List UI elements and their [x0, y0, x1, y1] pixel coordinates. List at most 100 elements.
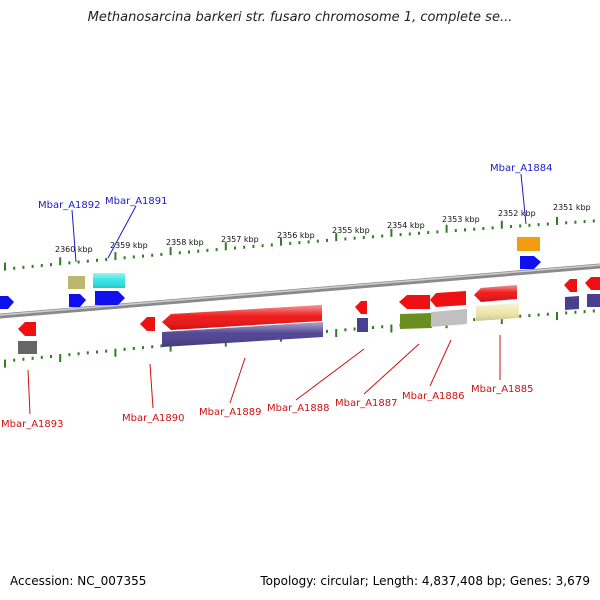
- ruler-tick: [86, 351, 89, 355]
- ruler-tick: [68, 261, 71, 265]
- ruler-tick: [96, 350, 98, 354]
- gene-arrow-gray[interactable]: [18, 341, 37, 354]
- ruler-tick: [344, 237, 347, 241]
- ruler-tick: [353, 236, 356, 240]
- ruler-tick: [31, 356, 34, 360]
- gene-arrow-a1884[interactable]: [517, 237, 540, 251]
- gene-arrow-navy-edge-a[interactable]: [565, 296, 579, 310]
- ruler-tick: [13, 358, 16, 362]
- gene-arrow-a1887-olive[interactable]: [400, 313, 432, 329]
- leader-line-a1889: [229, 357, 246, 404]
- gene-label-a1884[interactable]: Mbar_A1884: [490, 163, 553, 174]
- kbp-label-2354: 2354 kbp: [387, 221, 425, 230]
- ruler-tick: [500, 220, 503, 229]
- ruler-tick: [408, 232, 411, 236]
- ruler-tick: [335, 233, 338, 242]
- ruler-tick: [473, 227, 476, 231]
- ruler-tick: [114, 252, 117, 261]
- ruler-tick: [4, 262, 6, 271]
- ruler-tick: [353, 327, 356, 331]
- gene-label-a1889[interactable]: Mbar_A1889: [199, 407, 262, 418]
- ruler-tick: [445, 224, 448, 233]
- gene-arrow-a1891[interactable]: [93, 273, 125, 288]
- ruler-tick: [335, 329, 338, 338]
- gene-label-a1893[interactable]: Mbar_A1893: [1, 419, 64, 430]
- gene-label-a1891[interactable]: Mbar_A1891: [105, 196, 168, 207]
- topology-summary: Topology: circular; Length: 4,837,408 bp…: [260, 574, 590, 588]
- gene-arrow-a1886-red[interactable]: [430, 291, 466, 307]
- gene-label-a1886[interactable]: Mbar_A1886: [402, 391, 465, 402]
- gene-label-a1890[interactable]: Mbar_A1890: [122, 413, 185, 424]
- ruler-tick: [316, 239, 319, 243]
- ruler-tick: [427, 231, 430, 235]
- map-title: Methanosarcina barkeri str. fusaro chrom…: [87, 10, 513, 25]
- ruler-tick: [188, 250, 190, 254]
- ruler-tick: [59, 354, 62, 363]
- gene-arrow-a1887-red[interactable]: [399, 295, 430, 309]
- gene-arrow-blue-a[interactable]: [69, 294, 86, 307]
- ruler-tick: [59, 257, 62, 266]
- leader-line-a1893: [27, 369, 31, 415]
- ruler-tick: [151, 345, 154, 349]
- ruler-tick: [280, 237, 282, 246]
- ruler-tick: [528, 223, 531, 227]
- ruler-tick: [234, 246, 236, 250]
- ruler-tick: [546, 312, 549, 316]
- gene-arrow-a1888[interactable]: [355, 301, 367, 314]
- ruler-tick: [583, 220, 586, 224]
- gene-arrow-a1885-red[interactable]: [474, 285, 517, 302]
- ruler-tick: [326, 329, 328, 333]
- ruler-tick: [390, 228, 393, 237]
- accession-text: Accession: NC_007355: [10, 574, 147, 588]
- ruler-tick: [132, 346, 135, 350]
- ruler-tick: [22, 357, 25, 361]
- gene-arrow-navy-edge-b[interactable]: [587, 294, 600, 307]
- ruler-tick: [592, 219, 595, 223]
- ruler-tick: [105, 349, 108, 353]
- ruler-tick: [206, 248, 209, 252]
- kbp-label-2360: 2360 kbp: [55, 245, 93, 254]
- gene-arrow-a1888-navy[interactable]: [357, 318, 368, 332]
- ruler-tick: [252, 244, 255, 248]
- gene-arrow-a1893[interactable]: [18, 322, 36, 336]
- ruler-tick: [537, 313, 540, 317]
- gene-arrow-a1886-silver[interactable]: [431, 309, 467, 327]
- gene-label-a1892[interactable]: Mbar_A1892: [38, 200, 101, 211]
- kbp-label-2356: 2356 kbp: [277, 231, 315, 240]
- gene-arrow-blue-c[interactable]: [520, 256, 541, 269]
- gene-arrow-a1885-pale[interactable]: [476, 303, 519, 321]
- ruler-tick: [40, 355, 43, 359]
- ruler-tick: [68, 353, 71, 357]
- leader-line-a1886: [429, 339, 452, 387]
- leader-line-a1887: [363, 343, 420, 395]
- ruler-tick: [565, 221, 568, 225]
- gene-arrow-a1890[interactable]: [140, 317, 155, 331]
- gene-arrow-blue-b[interactable]: [95, 291, 125, 305]
- ruler-tick: [399, 233, 402, 237]
- ruler-tick: [464, 228, 466, 232]
- gene-label-a1888[interactable]: Mbar_A1888: [267, 403, 330, 414]
- ruler-tick: [583, 310, 586, 314]
- kbp-label-2352: 2352 kbp: [498, 209, 536, 218]
- chromosome-backbone: [0, 263, 600, 319]
- kbp-label-2359: 2359 kbp: [110, 241, 148, 250]
- ruler-tick: [454, 229, 457, 233]
- gene-arrow-red-edge-a[interactable]: [564, 279, 577, 292]
- gene-arrow-blue-left[interactable]: [0, 296, 14, 309]
- ruler-tick: [50, 354, 52, 358]
- leader-line-a1890: [149, 363, 154, 409]
- ruler-tick: [372, 235, 374, 239]
- leader-line-a1891: [107, 205, 137, 259]
- ruler-tick: [160, 344, 163, 348]
- ruler-tick: [50, 263, 52, 267]
- ruler-tick: [510, 225, 512, 229]
- ruler-tick: [13, 266, 16, 270]
- ruler-tick: [436, 230, 439, 234]
- gene-label-a1885[interactable]: Mbar_A1885: [471, 384, 534, 395]
- ruler-tick: [528, 314, 531, 318]
- ruler-tick: [289, 241, 292, 245]
- gene-arrow-red-edge-b[interactable]: [585, 277, 600, 290]
- gene-arrow-a1892[interactable]: [68, 276, 85, 289]
- gene-label-a1887[interactable]: Mbar_A1887: [335, 398, 398, 409]
